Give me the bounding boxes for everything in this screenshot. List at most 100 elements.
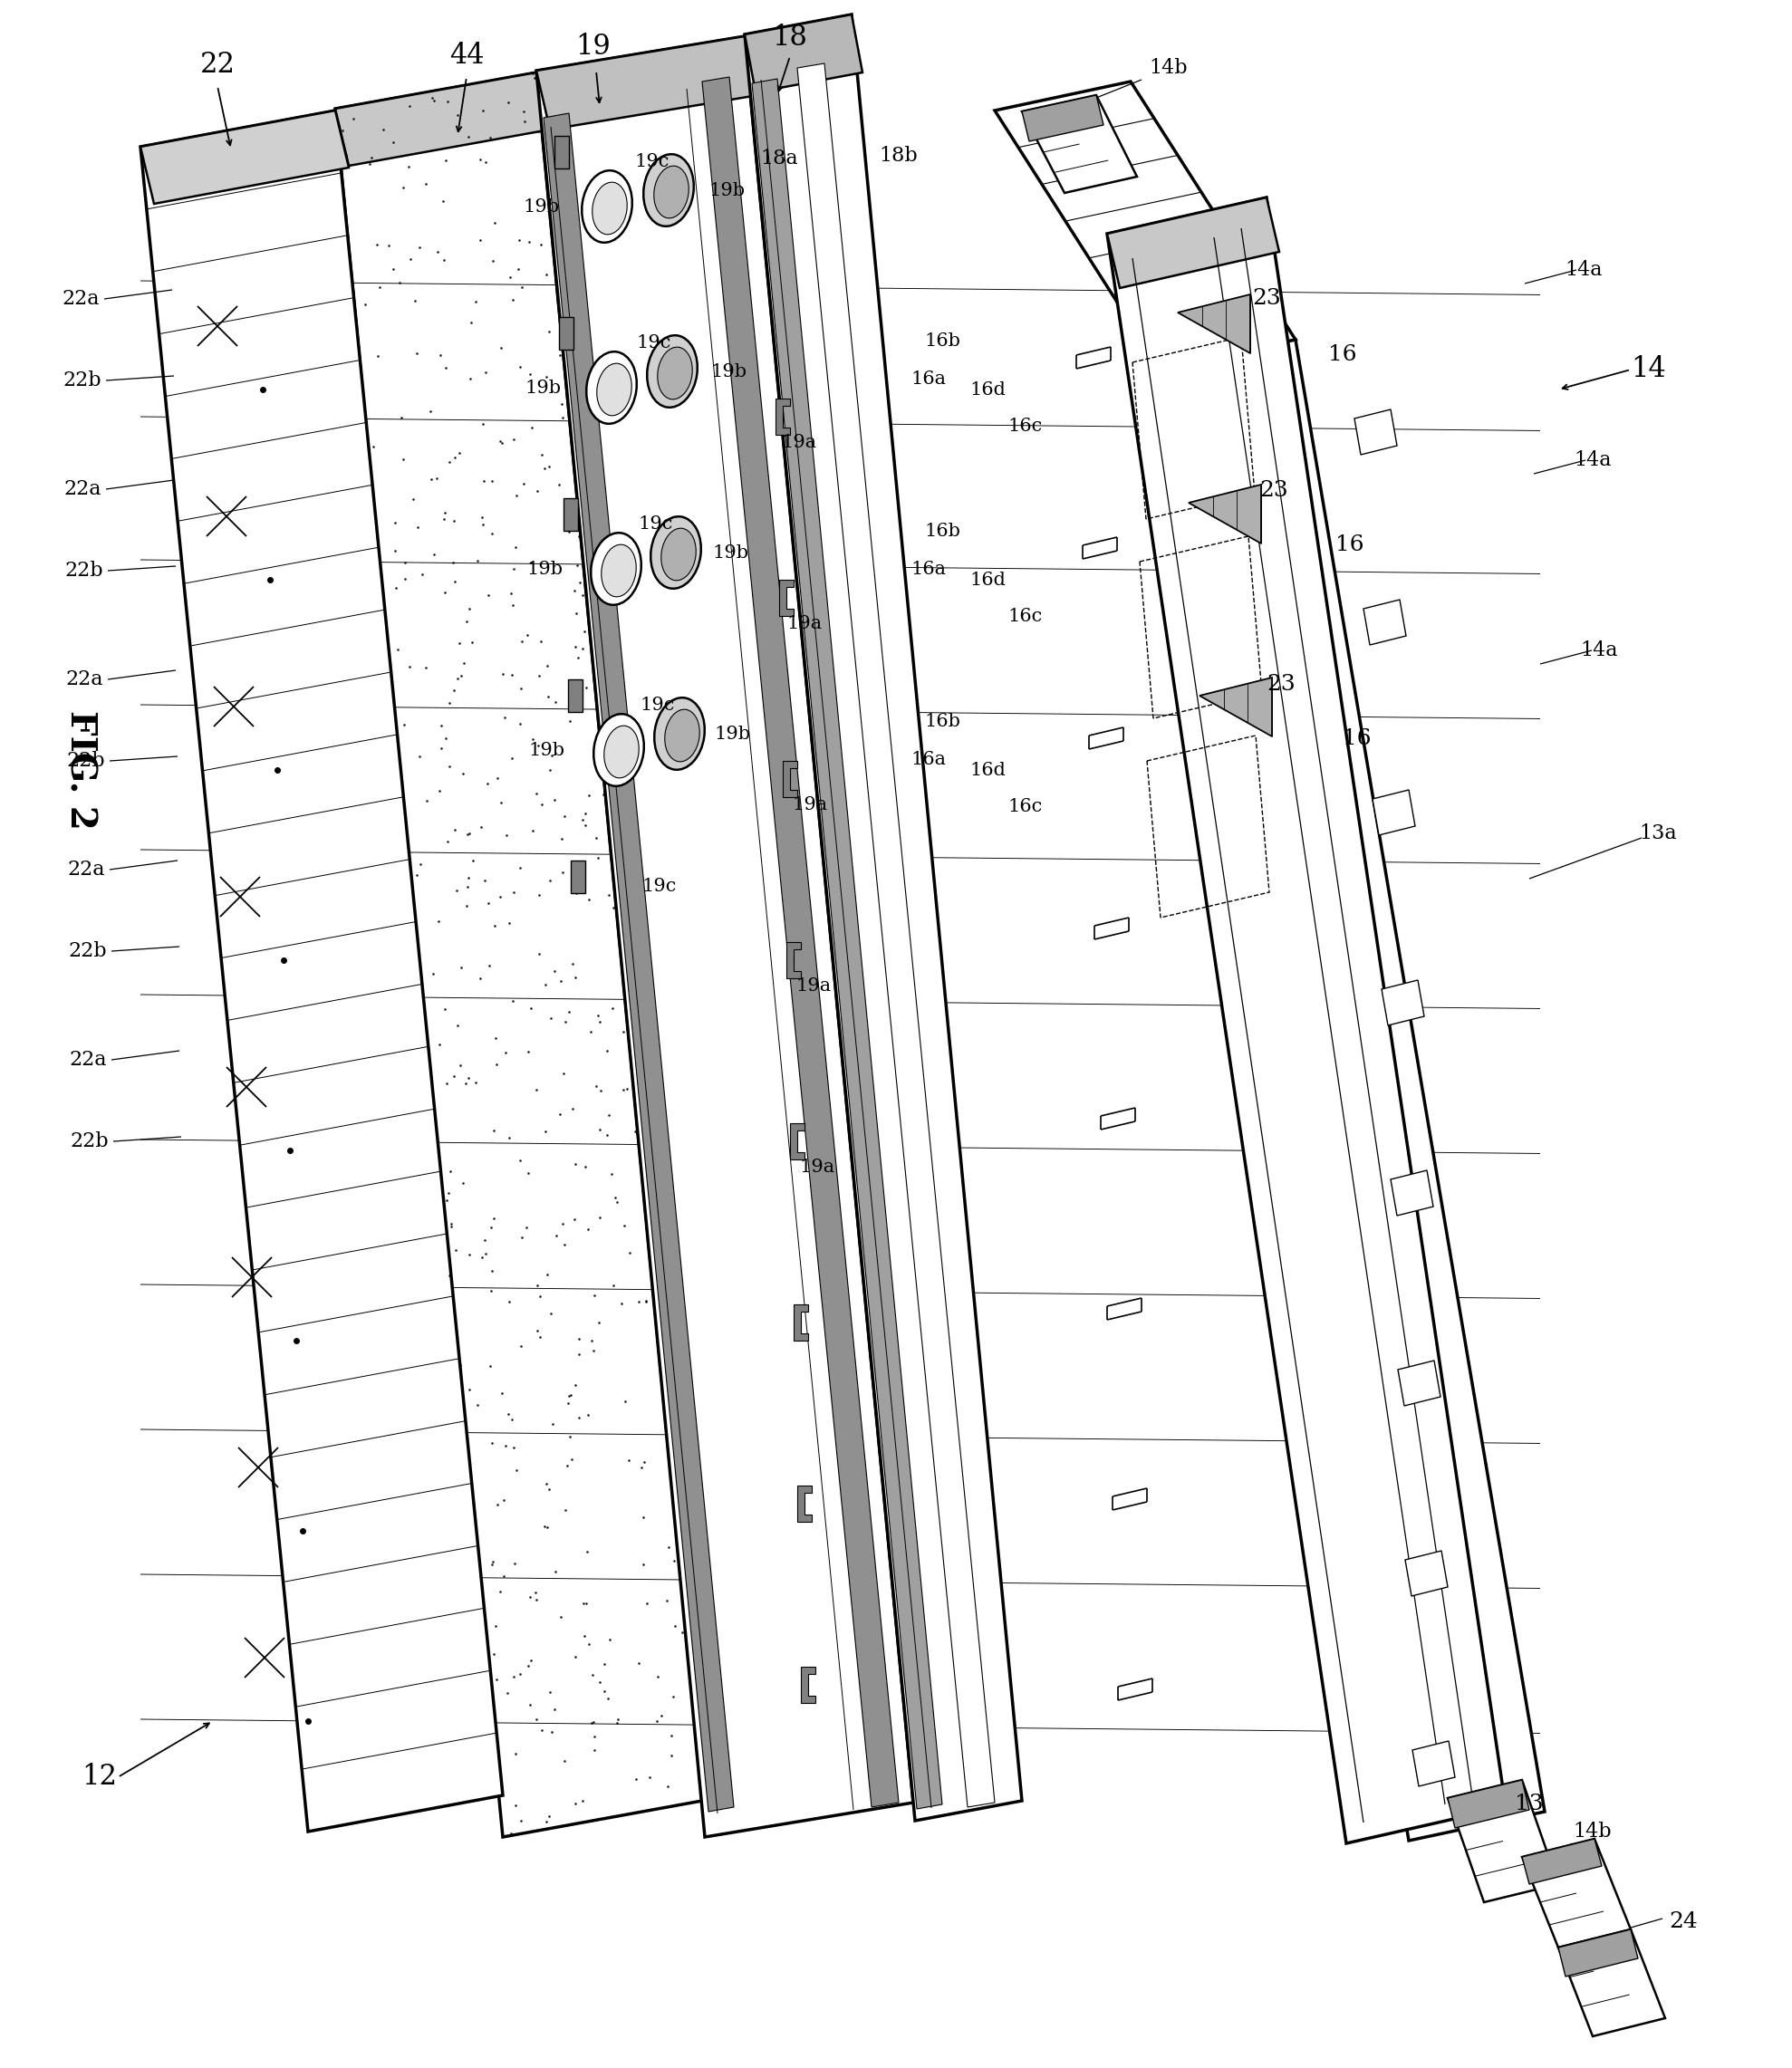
Text: 19c: 19c [636,333,672,352]
Text: 22a: 22a [63,290,100,308]
Polygon shape [794,1305,808,1340]
Text: 16a: 16a [910,370,946,387]
Ellipse shape [654,697,704,769]
Polygon shape [1107,196,1505,1843]
Polygon shape [559,316,573,349]
Text: 14a: 14a [1564,261,1602,279]
Polygon shape [1199,678,1272,736]
Polygon shape [1405,1551,1448,1596]
Polygon shape [140,110,349,205]
Polygon shape [801,1667,815,1702]
Polygon shape [1021,95,1104,141]
Polygon shape [543,114,735,1812]
Text: 19c: 19c [642,877,677,895]
Polygon shape [554,136,568,168]
Polygon shape [1448,1781,1529,1828]
Polygon shape [745,14,862,93]
Polygon shape [1448,1781,1559,1903]
Polygon shape [787,943,801,978]
Polygon shape [1364,600,1407,645]
Text: 16a: 16a [910,751,946,767]
Text: 16c: 16c [1009,608,1043,625]
Text: 24: 24 [1668,1911,1697,1934]
Polygon shape [702,77,900,1807]
Polygon shape [572,860,586,893]
Ellipse shape [597,364,631,416]
Polygon shape [1398,1361,1441,1406]
Text: FIG. 2: FIG. 2 [63,709,97,829]
Polygon shape [1559,1929,1638,1977]
Ellipse shape [658,347,692,399]
Polygon shape [335,72,550,165]
Polygon shape [1021,95,1136,192]
Polygon shape [1159,339,1545,1841]
Polygon shape [790,1123,805,1160]
Ellipse shape [654,165,688,217]
Text: 22b: 22b [63,370,102,391]
Text: 19b: 19b [523,199,559,215]
Text: 22b: 22b [70,1131,109,1152]
Ellipse shape [602,544,636,598]
Polygon shape [753,79,943,1810]
Text: 16: 16 [1328,345,1357,366]
Polygon shape [1355,409,1398,455]
Text: 22b: 22b [68,941,108,962]
Text: 16c: 16c [1009,418,1043,434]
Text: 14: 14 [1631,356,1667,385]
Text: 16: 16 [1335,536,1364,556]
Text: 19b: 19b [711,544,749,560]
Text: 19c: 19c [640,697,676,713]
Text: 19c: 19c [638,515,674,531]
Ellipse shape [661,527,695,581]
Polygon shape [568,680,582,711]
Ellipse shape [643,155,694,225]
Ellipse shape [586,352,636,424]
Polygon shape [776,399,790,434]
Ellipse shape [591,534,642,606]
Polygon shape [1391,1170,1434,1216]
Polygon shape [140,110,504,1832]
Polygon shape [563,498,579,531]
Text: 16d: 16d [969,571,1005,587]
Text: 19a: 19a [787,614,823,633]
Text: 19a: 19a [799,1158,835,1175]
Ellipse shape [650,517,701,589]
Text: 14b: 14b [1573,1822,1613,1841]
Polygon shape [536,37,914,1836]
Text: 19b: 19b [710,362,747,381]
Text: 16: 16 [1342,728,1371,749]
Text: 19c: 19c [634,153,670,170]
Polygon shape [797,64,995,1807]
Ellipse shape [647,335,697,407]
Text: 22a: 22a [68,860,106,879]
Text: 18b: 18b [880,147,918,165]
Text: 22b: 22b [66,751,106,771]
Polygon shape [1177,294,1251,354]
Text: 22a: 22a [70,1051,108,1069]
Ellipse shape [604,726,640,778]
Polygon shape [1107,196,1279,287]
Text: 16b: 16b [925,523,961,540]
Text: 19b: 19b [527,560,563,577]
Text: 16b: 16b [925,333,961,349]
Polygon shape [1188,484,1262,544]
Text: 23: 23 [1260,480,1288,500]
Text: 12: 12 [82,1764,116,1791]
Polygon shape [536,37,758,130]
Text: 23: 23 [1253,290,1281,310]
Text: 19b: 19b [713,726,751,742]
Text: 23: 23 [1267,674,1296,695]
Polygon shape [1521,1838,1631,1948]
Polygon shape [783,761,797,796]
Polygon shape [1559,1929,1665,2037]
Text: 19b: 19b [529,742,564,759]
Text: 16c: 16c [1009,798,1043,815]
Text: 16d: 16d [969,761,1005,778]
Polygon shape [1373,790,1416,835]
Polygon shape [995,81,1296,368]
Text: 22: 22 [199,52,235,79]
Text: 16a: 16a [910,560,946,577]
Ellipse shape [593,182,627,234]
Text: 14a: 14a [1573,451,1611,469]
Ellipse shape [582,170,633,242]
